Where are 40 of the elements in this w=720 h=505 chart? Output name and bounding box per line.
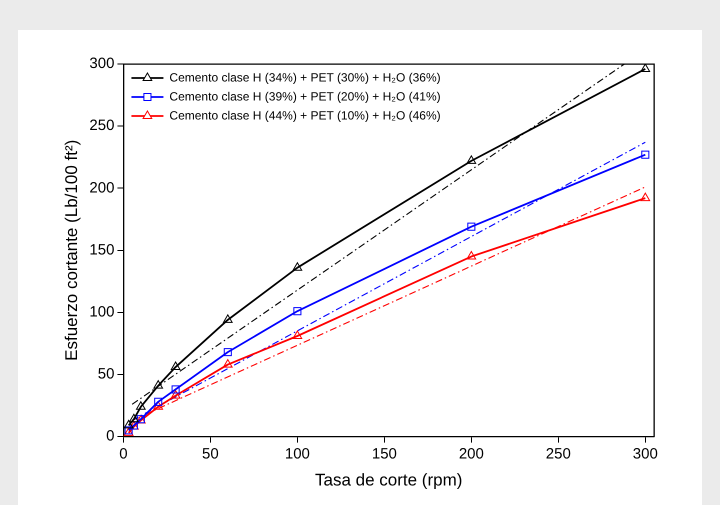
point [224,348,232,356]
point [124,420,134,428]
point [153,380,164,389]
point [641,150,650,159]
point [222,359,233,368]
point [293,307,302,316]
x-tick-label: 50 [202,446,219,463]
point [129,414,139,422]
y-tick-label: 50 [98,366,114,383]
y-axis-title: Esfuerzo cortante (Lb/100 ft²) [62,140,81,361]
y-tick-label: 150 [89,241,114,258]
point [466,251,476,260]
y-tick-label: 250 [89,117,114,134]
x-tick-label: 200 [458,446,484,463]
legend-label: Cemento clase H (34%) + PET (30%) + H₂O (36%) [169,70,441,84]
point [170,390,180,399]
x-tick-label: 300 [632,446,658,463]
x-tick-label: 150 [372,446,397,463]
point [172,385,180,394]
legend-label: Cemento clase H (44%) + PET (10%) + H₂O (46%) [169,108,441,122]
point [467,222,476,231]
x-tick-label: 0 [119,446,128,463]
point [466,155,476,164]
y-tick-label: 300 [89,55,114,72]
y-tick-label: 0 [106,428,114,445]
legend-label: Cemento clase H (39%) + PET (20%) + H₂O (41%) [169,89,441,104]
point [640,64,650,72]
point [154,398,162,406]
point [170,362,180,370]
point [640,192,650,202]
x-axis-title: Tasa de corte (rpm) [315,470,462,490]
y-tick-label: 100 [89,304,114,321]
point [292,262,302,271]
x-tick-label: 250 [546,446,571,463]
point [153,401,164,410]
y-tick-label: 200 [89,179,114,196]
point [222,314,233,323]
x-tick-label: 100 [284,446,310,463]
point [292,330,302,339]
point [136,401,146,410]
